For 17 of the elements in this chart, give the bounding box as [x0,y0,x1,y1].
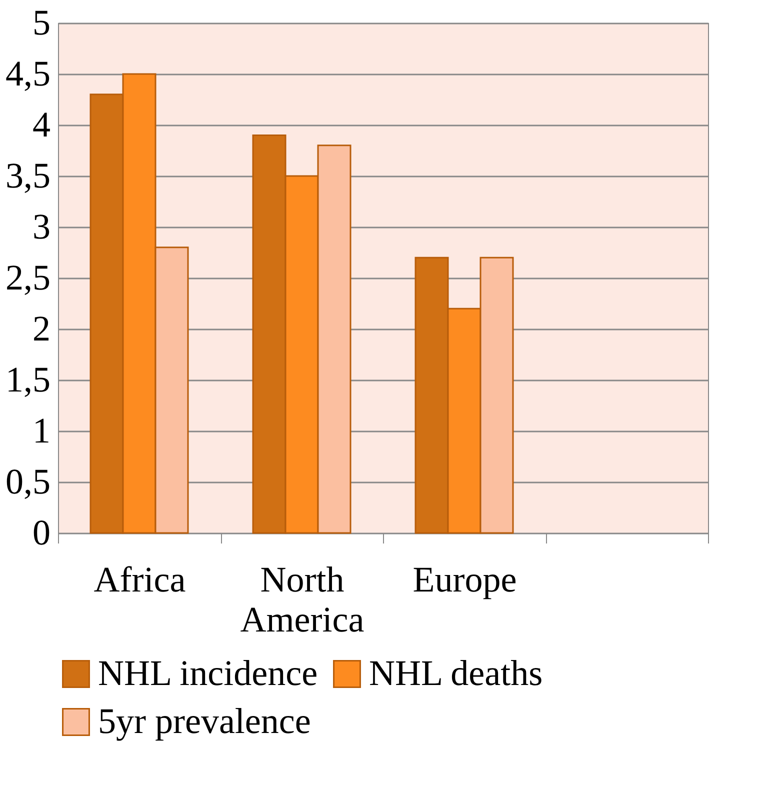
y-tick-label: 0 [32,512,50,552]
y-tick-label: 5 [32,2,50,42]
y-tick-label: 1,5 [6,360,50,400]
y-tick-label: 3 [32,206,50,246]
y-tick-label: 0,5 [6,462,50,502]
y-tick-label: 2,5 [6,258,50,298]
x-tick-label: North America [240,560,364,640]
legend-label: NHL deaths [369,653,543,693]
y-tick-label: 3,5 [6,156,50,196]
y-tick-label: 2 [32,308,50,348]
x-tick-label: Europe [412,560,517,600]
x-tick-label: Africa [94,560,186,600]
y-tick-label: 1 [32,410,50,450]
legend-label: NHL incidence [98,653,318,693]
legend-label: 5yr prevalence [98,701,311,741]
y-tick-label: 4 [32,104,50,144]
y-tick-label: 4,5 [6,54,50,94]
